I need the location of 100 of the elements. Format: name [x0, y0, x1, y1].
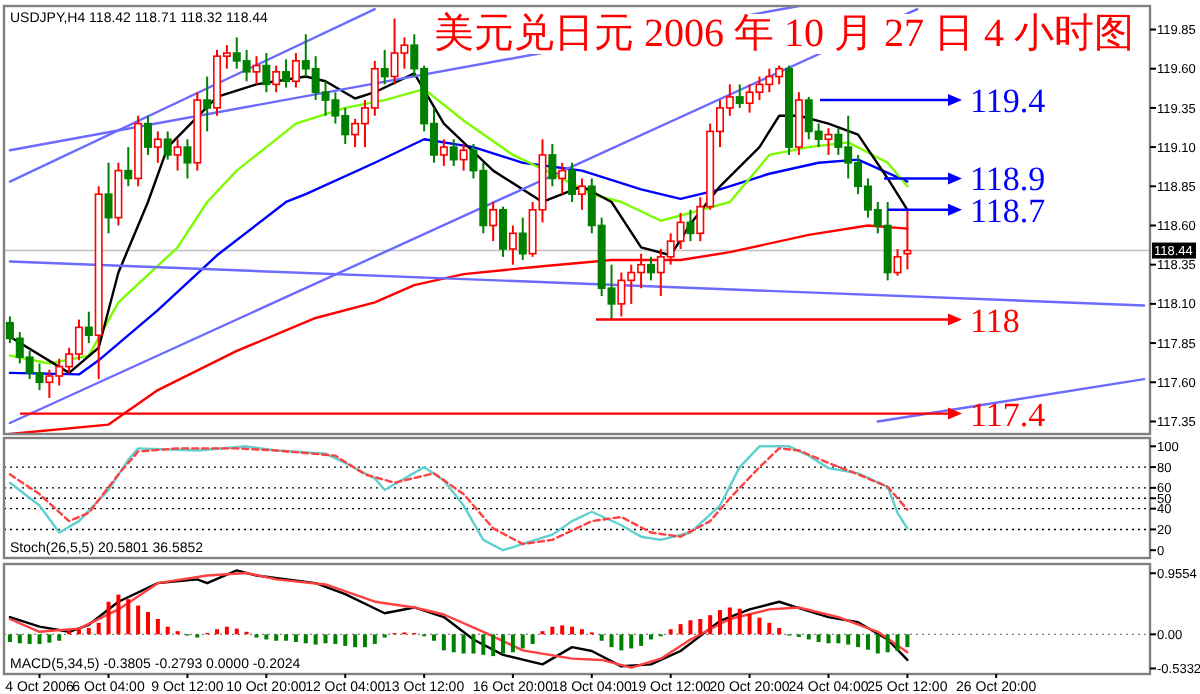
bar	[747, 613, 752, 635]
bar	[145, 611, 150, 635]
bar	[767, 622, 772, 635]
ref-line-label: 119.4	[970, 82, 1047, 121]
bar	[471, 634, 476, 654]
bar	[86, 627, 91, 635]
bar	[510, 634, 515, 653]
bar	[530, 634, 535, 644]
bar	[885, 634, 890, 653]
bar	[284, 634, 289, 641]
candlestick	[558, 161, 567, 196]
bar	[550, 626, 555, 635]
bar	[678, 624, 683, 635]
bar	[757, 617, 762, 635]
bar	[629, 634, 634, 649]
candlestick	[153, 130, 162, 164]
candlestick	[380, 48, 389, 86]
bar	[648, 634, 653, 640]
candlestick	[163, 130, 172, 161]
ref-line-label: 117.4	[970, 395, 1047, 434]
candlestick	[735, 83, 744, 109]
candlestick	[893, 248, 902, 277]
bar	[76, 629, 81, 635]
bar	[579, 629, 584, 635]
candlestick	[499, 205, 508, 258]
bar	[846, 634, 851, 645]
bar	[816, 634, 821, 643]
bar	[777, 627, 782, 635]
bar	[353, 634, 358, 648]
bar	[333, 634, 338, 644]
bar	[372, 634, 377, 644]
bar	[875, 634, 880, 654]
bar	[806, 634, 811, 640]
candlestick	[252, 55, 261, 86]
bar	[836, 634, 841, 644]
bar	[96, 622, 101, 635]
bar	[688, 620, 693, 635]
bar	[116, 594, 121, 635]
candlestick	[114, 161, 123, 227]
bar	[7, 634, 12, 643]
candlestick	[568, 161, 577, 203]
candlestick	[489, 200, 498, 243]
bar	[165, 626, 170, 635]
bar	[323, 634, 328, 644]
bar	[313, 634, 318, 645]
candlestick	[104, 161, 113, 235]
bar	[668, 629, 673, 635]
bar	[303, 634, 308, 644]
bar	[293, 634, 298, 643]
bar	[224, 626, 229, 635]
bar	[136, 605, 141, 635]
candlestick	[449, 138, 458, 167]
candlestick	[577, 177, 586, 211]
candlestick	[794, 91, 803, 156]
candlestick	[203, 75, 212, 133]
bar	[609, 634, 614, 648]
candlestick	[439, 138, 448, 167]
bar	[895, 634, 900, 651]
bar	[708, 615, 713, 635]
chart-title: 美元兑日元 2006 年 10 月 27 日 4 小时图	[434, 10, 1134, 56]
bar	[560, 625, 565, 635]
bar	[826, 634, 831, 644]
bar	[856, 634, 861, 648]
bar	[905, 634, 910, 648]
bar	[264, 634, 269, 640]
bar	[343, 634, 348, 646]
bar	[639, 634, 644, 646]
bar	[718, 610, 722, 635]
bar	[520, 634, 525, 649]
candlestick	[291, 52, 300, 89]
candlestick	[686, 208, 695, 243]
candlestick	[272, 64, 281, 94]
bar	[865, 634, 870, 650]
bar	[432, 634, 436, 641]
bar	[106, 601, 111, 635]
bar	[619, 634, 624, 651]
candlestick	[173, 138, 182, 172]
bar	[215, 629, 220, 635]
candlestick	[84, 310, 93, 345]
candlestick	[143, 114, 152, 156]
candlestick	[824, 127, 833, 156]
candlestick	[459, 142, 468, 172]
bar	[451, 634, 456, 653]
bar	[155, 619, 160, 635]
line-series	[8, 138, 909, 376]
bar	[47, 634, 52, 643]
bar	[461, 634, 466, 654]
bar	[501, 634, 506, 654]
candlestick	[183, 138, 192, 180]
bar	[599, 634, 604, 641]
bar	[570, 626, 575, 635]
candlestick	[282, 58, 291, 89]
bar	[441, 634, 446, 651]
bar	[274, 634, 279, 641]
ref-line-label: 118	[970, 301, 1020, 340]
bar	[698, 619, 703, 635]
bar	[727, 607, 732, 635]
bar	[362, 634, 367, 648]
bar	[737, 608, 742, 635]
bar	[491, 634, 496, 657]
